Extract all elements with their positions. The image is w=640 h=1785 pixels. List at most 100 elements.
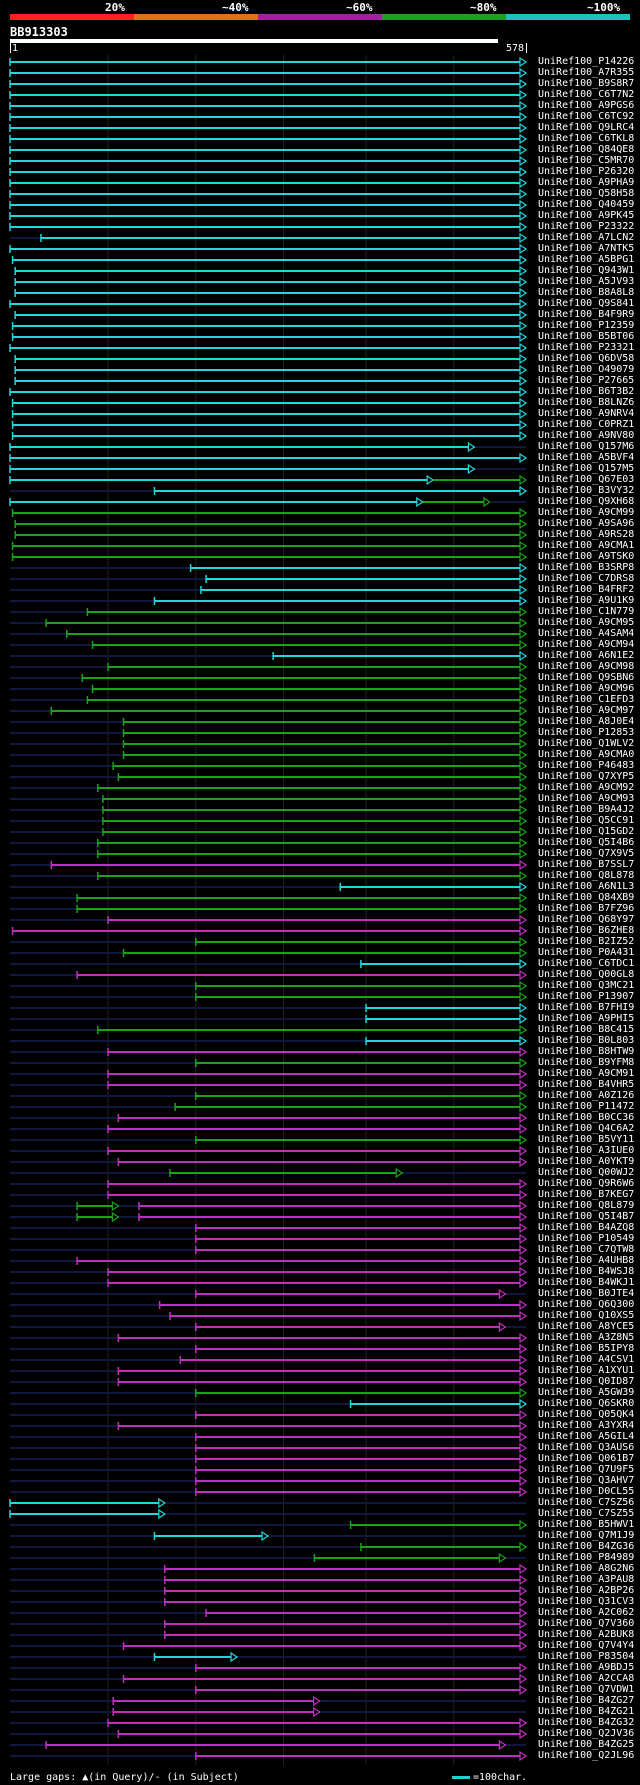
hit-label[interactable]: UniRef100_Q8L879 — [538, 1200, 635, 1211]
hit-label[interactable]: UniRef100_A9CM99 — [538, 507, 635, 518]
hit-label[interactable]: UniRef100_A0YKT9 — [538, 1156, 635, 1167]
hit-label[interactable]: UniRef100_A9SA96 — [538, 518, 635, 529]
hit-label[interactable]: UniRef100_Q15GD2 — [538, 826, 635, 837]
hit-label[interactable]: UniRef100_Q7U9F5 — [538, 1464, 635, 1475]
hit-label[interactable]: UniRef100_Q2JL96 — [538, 1750, 635, 1761]
hit-label[interactable]: UniRef100_B4WKJ1 — [538, 1277, 635, 1288]
hit-label[interactable]: UniRef100_Q68Y97 — [538, 914, 635, 925]
hit-label[interactable]: UniRef100_B4ZG32 — [538, 1717, 635, 1728]
hit-label[interactable]: UniRef100_Q05QK4 — [538, 1409, 635, 1420]
hit-label[interactable]: UniRef100_Q67E03 — [538, 474, 635, 485]
hit-label[interactable]: UniRef100_A8J0E4 — [538, 716, 635, 727]
hit-label[interactable]: UniRef100_Q7V4Y4 — [538, 1640, 635, 1651]
hit-label[interactable]: UniRef100_Q6SKR0 — [538, 1398, 635, 1409]
hit-label[interactable]: UniRef100_A2CCA8 — [538, 1673, 635, 1684]
hit-label[interactable]: UniRef100_A9CM97 — [538, 705, 635, 716]
hit-label[interactable]: UniRef100_B9YFM8 — [538, 1057, 635, 1068]
hit-label[interactable]: UniRef100_Q31CV3 — [538, 1596, 635, 1607]
hit-label[interactable]: UniRef100_C6TDC1 — [538, 958, 635, 969]
hit-label[interactable]: UniRef100_Q84XB9 — [538, 892, 635, 903]
hit-label[interactable]: UniRef100_A5GIL4 — [538, 1431, 635, 1442]
hit-label[interactable]: UniRef100_A2BUK8 — [538, 1629, 635, 1640]
hit-label[interactable]: UniRef100_P23322 — [538, 221, 635, 232]
hit-label[interactable]: UniRef100_C7QTW8 — [538, 1244, 635, 1255]
hit-label[interactable]: UniRef100_A1XYU1 — [538, 1365, 635, 1376]
hit-label[interactable]: UniRef100_Q7X9V5 — [538, 848, 635, 859]
hit-label[interactable]: UniRef100_C6TKL8 — [538, 133, 635, 144]
hit-label[interactable]: UniRef100_C7DRS8 — [538, 573, 635, 584]
hit-label[interactable]: UniRef100_B4F9R9 — [538, 309, 635, 320]
hit-label[interactable]: UniRef100_B4AZQ8 — [538, 1222, 635, 1233]
hit-label[interactable]: UniRef100_P0A431 — [538, 947, 635, 958]
hit-label[interactable]: UniRef100_B7FZ96 — [538, 903, 635, 914]
hit-label[interactable]: UniRef100_P46483 — [538, 760, 635, 771]
hit-label[interactable]: UniRef100_B4ZG36 — [538, 1541, 635, 1552]
hit-label[interactable]: UniRef100_Q9S841 — [538, 298, 635, 309]
hit-label[interactable]: UniRef100_A9CM91 — [538, 1068, 635, 1079]
hit-label[interactable]: UniRef100_Q7XYP5 — [538, 771, 635, 782]
hit-label[interactable]: UniRef100_B0L803 — [538, 1035, 635, 1046]
hit-label[interactable]: UniRef100_A5BVF4 — [538, 452, 635, 463]
hit-label[interactable]: UniRef100_D0CL55 — [538, 1486, 635, 1497]
hit-label[interactable]: UniRef100_A8G2N6 — [538, 1563, 635, 1574]
hit-label[interactable]: UniRef100_B4ZG25 — [538, 1739, 635, 1750]
hit-label[interactable]: UniRef100_A3Z8N5 — [538, 1332, 635, 1343]
hit-label[interactable]: UniRef100_Q84QE8 — [538, 144, 635, 155]
hit-label[interactable]: UniRef100_Q3MC21 — [538, 980, 635, 991]
hit-label[interactable]: UniRef100_A9CMA0 — [538, 749, 635, 760]
hit-label[interactable]: UniRef100_Q6Q300 — [538, 1299, 635, 1310]
hit-label[interactable]: UniRef100_B2IZ52 — [538, 936, 635, 947]
hit-label[interactable]: UniRef100_Q10XS5 — [538, 1310, 635, 1321]
hit-label[interactable]: UniRef100_A9U1K9 — [538, 595, 635, 606]
hit-label[interactable]: UniRef100_P11472 — [538, 1101, 635, 1112]
hit-label[interactable]: UniRef100_A9CM94 — [538, 639, 635, 650]
hit-label[interactable]: UniRef100_Q0ID87 — [538, 1376, 635, 1387]
hit-label[interactable]: UniRef100_C1N779 — [538, 606, 635, 617]
hit-label[interactable]: UniRef100_A2BP26 — [538, 1585, 635, 1596]
hit-label[interactable]: UniRef100_A9CM95 — [538, 617, 635, 628]
hit-label[interactable]: UniRef100_B8HTW9 — [538, 1046, 635, 1057]
hit-label[interactable]: UniRef100_B7FHI9 — [538, 1002, 635, 1013]
hit-label[interactable]: UniRef100_Q3AHV7 — [538, 1475, 635, 1486]
hit-label[interactable]: UniRef100_Q7V360 — [538, 1618, 635, 1629]
hit-label[interactable]: UniRef100_A9NRV4 — [538, 408, 635, 419]
hit-label[interactable]: UniRef100_P10549 — [538, 1233, 635, 1244]
hit-label[interactable]: UniRef100_Q061B7 — [538, 1453, 635, 1464]
hit-label[interactable]: UniRef100_P27665 — [538, 375, 635, 386]
hit-label[interactable]: UniRef100_Q8L878 — [538, 870, 635, 881]
hit-label[interactable]: UniRef100_Q5I4B6 — [538, 837, 635, 848]
hit-label[interactable]: UniRef100_B7KEG7 — [538, 1189, 635, 1200]
hit-label[interactable]: UniRef100_B5IPY8 — [538, 1343, 635, 1354]
hit-label[interactable]: UniRef100_B8C415 — [538, 1024, 635, 1035]
hit-label[interactable]: UniRef100_O49079 — [538, 364, 635, 375]
hit-label[interactable]: UniRef100_P12359 — [538, 320, 635, 331]
hit-label[interactable]: UniRef100_A7NTK5 — [538, 243, 635, 254]
hit-label[interactable]: UniRef100_A9CM93 — [538, 793, 635, 804]
hit-label[interactable]: UniRef100_P84989 — [538, 1552, 635, 1563]
hit-label[interactable]: UniRef100_Q00WJ2 — [538, 1167, 635, 1178]
hit-label[interactable]: UniRef100_B0CC36 — [538, 1112, 635, 1123]
hit-label[interactable]: UniRef100_A9CM92 — [538, 782, 635, 793]
hit-label[interactable]: UniRef100_B5BT06 — [538, 331, 635, 342]
hit-label[interactable]: UniRef100_Q58H58 — [538, 188, 635, 199]
hit-label[interactable]: UniRef100_A9PK45 — [538, 210, 635, 221]
hit-label[interactable]: UniRef100_B0JTE4 — [538, 1288, 635, 1299]
hit-label[interactable]: UniRef100_P13907 — [538, 991, 635, 1002]
hit-label[interactable]: UniRef100_A3IUE0 — [538, 1145, 635, 1156]
hit-label[interactable]: UniRef100_C0PRZ1 — [538, 419, 635, 430]
hit-label[interactable]: UniRef100_B9S8R7 — [538, 78, 635, 89]
hit-label[interactable]: UniRef100_Q00GL8 — [538, 969, 635, 980]
hit-label[interactable]: UniRef100_B5HWV1 — [538, 1519, 635, 1530]
hit-label[interactable]: UniRef100_Q9R6W6 — [538, 1178, 635, 1189]
hit-label[interactable]: UniRef100_A0Z126 — [538, 1090, 635, 1101]
hit-label[interactable]: UniRef100_B4ZG27 — [538, 1695, 635, 1706]
hit-label[interactable]: UniRef100_Q157M5 — [538, 463, 635, 474]
hit-label[interactable]: UniRef100_A9NV80 — [538, 430, 635, 441]
hit-label[interactable]: UniRef100_A9CM96 — [538, 683, 635, 694]
hit-label[interactable]: UniRef100_A7LCN2 — [538, 232, 635, 243]
hit-label[interactable]: UniRef100_Q9XH68 — [538, 496, 635, 507]
hit-label[interactable]: UniRef100_P14226 — [538, 56, 635, 67]
hit-label[interactable]: UniRef100_P83504 — [538, 1651, 635, 1662]
hit-label[interactable]: UniRef100_Q943W1 — [538, 265, 635, 276]
hit-label[interactable]: UniRef100_B6T3B2 — [538, 386, 635, 397]
